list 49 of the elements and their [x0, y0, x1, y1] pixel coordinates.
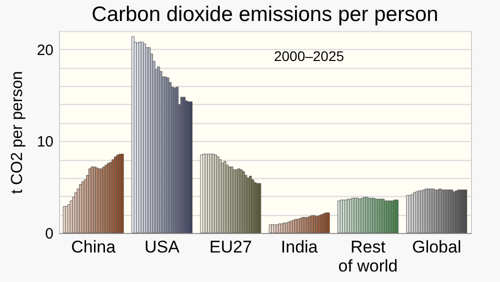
bar: [214, 154, 217, 234]
bar: [322, 213, 326, 234]
y-tick-label: 10: [36, 134, 54, 151]
bar: [271, 224, 274, 234]
bar: [68, 204, 70, 234]
chart-title: Carbon dioxide emissions per person: [92, 3, 438, 26]
bar: [344, 200, 348, 234]
x-tick-label: India: [280, 238, 318, 256]
x-tick-label: Global: [412, 238, 462, 256]
bar: [377, 198, 380, 234]
bar: [342, 200, 346, 234]
bar: [292, 220, 295, 234]
y-axis-title: t CO2 per person: [8, 71, 26, 194]
bar: [349, 198, 352, 234]
bar: [290, 220, 293, 234]
bar: [258, 183, 262, 234]
bar: [374, 198, 378, 234]
bar: [326, 212, 330, 234]
bar: [278, 224, 281, 234]
bar: [190, 101, 192, 234]
bar: [382, 198, 385, 234]
bar: [304, 217, 307, 234]
bar: [464, 190, 468, 234]
bar: [306, 217, 309, 234]
x-tick-label: USA: [144, 238, 180, 256]
annotation: 2000–2025: [274, 48, 344, 64]
bar: [396, 200, 398, 234]
bar: [310, 215, 314, 234]
bar: [313, 215, 316, 234]
bar: [384, 200, 387, 234]
bar: [299, 218, 302, 234]
bar: [285, 222, 288, 234]
bar: [438, 188, 442, 234]
bar: [393, 200, 396, 234]
bar: [296, 218, 300, 234]
y-tick-label: 20: [36, 42, 54, 59]
bar: [274, 224, 276, 234]
bar: [218, 159, 222, 234]
bar: [120, 154, 124, 234]
y-tick-label: 0: [45, 226, 54, 242]
bar: [408, 195, 412, 234]
x-tick-label: EU27: [209, 238, 252, 256]
bar: [324, 212, 328, 234]
bar: [226, 164, 229, 234]
bar: [65, 206, 68, 234]
bar: [282, 222, 286, 234]
x-tick-label: Rest of world: [338, 238, 398, 276]
bar: [388, 200, 392, 234]
x-tick-label: China: [71, 238, 116, 256]
